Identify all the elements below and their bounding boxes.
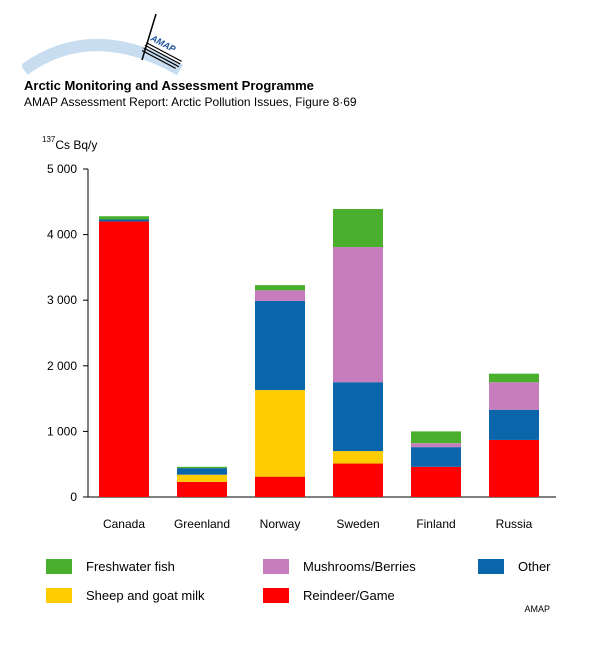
bar-segment-greenland-sheep-and-goat-milk (177, 474, 227, 482)
y-tick-label: 3 000 (47, 293, 77, 307)
x-tick-label: Canada (103, 517, 145, 531)
amap-logo: AMAP (22, 13, 183, 76)
organization-title: Arctic Monitoring and Assessment Program… (24, 78, 314, 93)
legend-label: Mushrooms/Berries (303, 559, 416, 574)
stacked-bar-chart: 0 1 000 2 000 3 000 4 000 5 000 Canada Greenlan… (47, 162, 556, 531)
isotope-superscript: 137 (42, 135, 56, 144)
bar-segment-sweden-sheep-and-goat-milk (333, 451, 383, 464)
x-tick-label: Greenland (174, 517, 230, 531)
bar-segment-canada-other (99, 219, 149, 222)
legend-swatch (263, 588, 289, 603)
bar-segment-russia-reindeer-game (489, 439, 539, 497)
y-axis-unit-label: 137Cs Bq/y (42, 135, 98, 152)
bar-segment-finland-freshwater-fish (411, 431, 461, 444)
legend-swatch (478, 559, 504, 574)
bar-segment-sweden-other (333, 382, 383, 452)
legend-label: Reindeer/Game (303, 588, 395, 603)
bar-segment-norway-sheep-and-goat-milk (255, 390, 305, 477)
figure-subtitle: AMAP Assessment Report: Arctic Pollution… (24, 95, 357, 109)
bar-segment-russia-freshwater-fish (489, 373, 539, 383)
legend-item-freshwater-fish: Freshwater fish (46, 559, 175, 574)
bar-segment-canada-reindeer-game (99, 221, 149, 497)
bar-segment-greenland-freshwater-fish (177, 466, 227, 469)
y-tick-label: 4 000 (47, 228, 77, 242)
legend-item-mushrooms-berries: Mushrooms/Berries (263, 559, 416, 574)
legend-label: Other (518, 559, 551, 574)
bar-segment-norway-freshwater-fish (255, 285, 305, 291)
bar-segment-finland-mushrooms-berries (411, 443, 461, 448)
x-tick-label: Norway (260, 517, 301, 531)
bar-segment-russia-other (489, 409, 539, 440)
bar-segment-sweden-reindeer-game (333, 463, 383, 497)
bar-segment-finland-other (411, 447, 461, 467)
bar-segment-sweden-mushrooms-berries (333, 247, 383, 383)
bar-segment-russia-mushrooms-berries (489, 382, 539, 410)
bar-segment-sweden-freshwater-fish (333, 209, 383, 248)
legend-swatch (263, 559, 289, 574)
bar-segment-greenland-other (177, 468, 227, 475)
legend-swatch (46, 588, 72, 603)
y-tick-label: 5 000 (47, 162, 77, 176)
bar-segment-norway-mushrooms-berries (255, 290, 305, 301)
legend-item-reindeer-game: Reindeer/Game (263, 588, 395, 603)
amap-credit: AMAP (524, 604, 550, 614)
legend-item-other: Other (478, 559, 551, 574)
legend-item-sheep-goat-milk: Sheep and goat milk (46, 588, 205, 603)
bar-segment-finland-reindeer-game (411, 466, 461, 497)
y-tick-label: 0 (70, 490, 77, 504)
x-tick-label: Finland (416, 517, 455, 531)
bar-segment-norway-reindeer-game (255, 476, 305, 497)
x-tick-label: Sweden (336, 517, 379, 531)
legend-swatch (46, 559, 72, 574)
bar-segment-canada-freshwater-fish (99, 216, 149, 220)
y-axis-label: Cs Bq/y (55, 138, 98, 152)
bar-segment-norway-other (255, 300, 305, 391)
x-tick-label: Russia (496, 517, 533, 531)
y-tick-label: 1 000 (47, 424, 77, 438)
legend-label: Freshwater fish (86, 559, 175, 574)
legend-label: Sheep and goat milk (86, 588, 205, 603)
bar-segment-greenland-reindeer-game (177, 481, 227, 497)
y-tick-label: 2 000 (47, 359, 77, 373)
